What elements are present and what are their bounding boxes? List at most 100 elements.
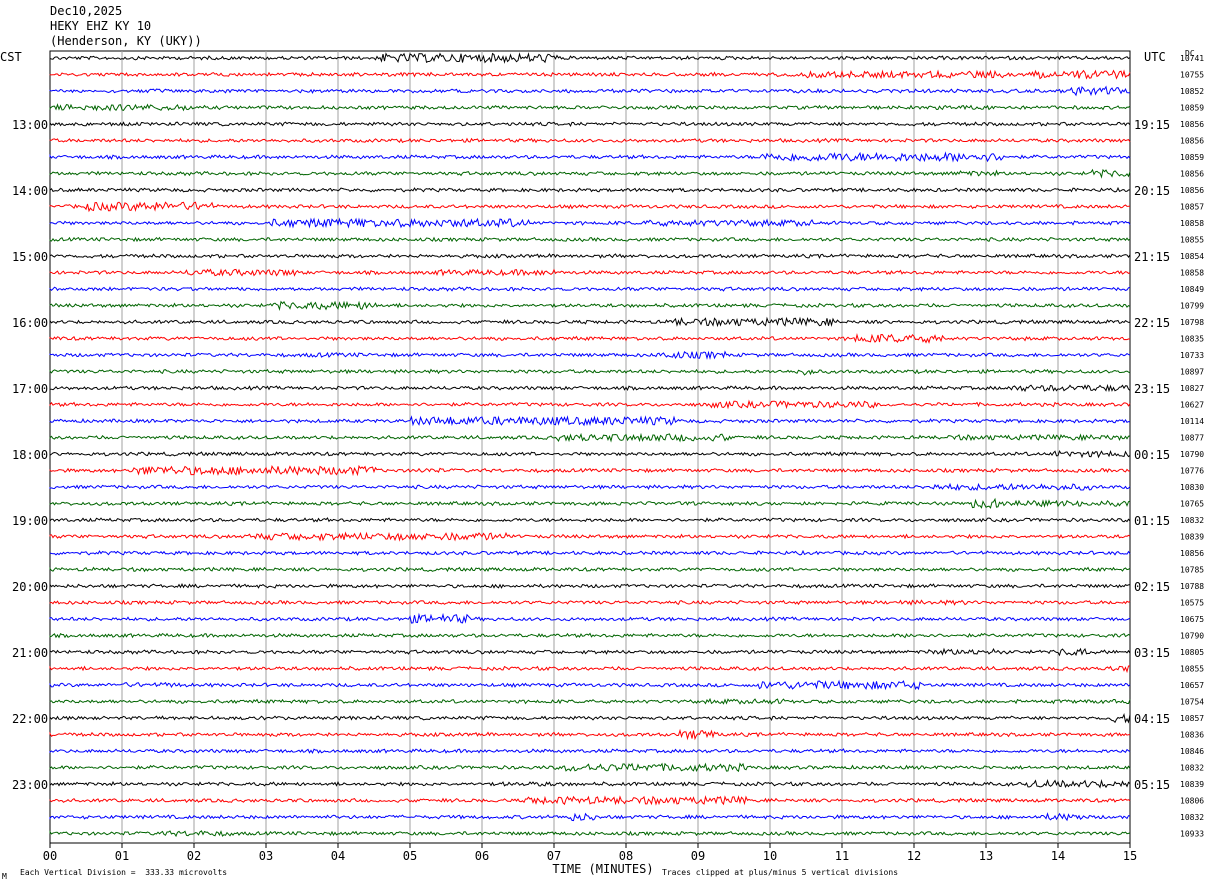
trace-dc-value: 10859 (1180, 153, 1204, 162)
trace-dc-value: 10856 (1180, 137, 1204, 146)
trace-row-37 (49, 647, 1131, 657)
trace-row-3 (49, 85, 1131, 97)
trace-row-25 (49, 449, 1131, 459)
trace-dc-value: 10835 (1180, 335, 1204, 344)
left-hour-label: 23:00 (12, 778, 48, 792)
trace-row-2 (49, 69, 1131, 80)
x-tick-label: 09 (691, 849, 705, 863)
right-hour-label: 19:15 (1134, 118, 1170, 132)
trace-row-22 (49, 399, 1131, 410)
trace-dc-value: 10788 (1180, 582, 1204, 591)
trace-dc-value: 10856 (1180, 549, 1204, 558)
trace-row-43 (49, 748, 1131, 755)
trace-row-32 (49, 566, 1131, 573)
trace-row-17 (49, 316, 1131, 328)
trace-row-40 (49, 697, 1131, 705)
x-tick-label: 05 (403, 849, 417, 863)
trace-row-33 (49, 583, 1131, 589)
trace-row-35 (49, 612, 1131, 624)
trace-row-44 (49, 762, 1131, 773)
left-hour-label: 21:00 (12, 646, 48, 660)
x-tick-label: 12 (907, 849, 921, 863)
x-tick-label: 13 (979, 849, 993, 863)
trace-dc-value: 10799 (1180, 302, 1204, 311)
trace-dc-value: 10856 (1180, 170, 1204, 179)
right-hour-label: 03:15 (1134, 646, 1170, 660)
left-hour-label: 19:00 (12, 514, 48, 528)
trace-row-4 (49, 103, 1131, 112)
trace-row-19 (49, 350, 1131, 360)
station-location: (Henderson, KY (UKY)) (50, 34, 202, 48)
x-tick-label: 07 (547, 849, 561, 863)
trace-row-18 (49, 333, 1131, 344)
left-hour-label: 17:00 (12, 382, 48, 396)
right-hour-label: 00:15 (1134, 448, 1170, 462)
trace-row-7 (49, 151, 1131, 163)
trace-row-42 (49, 728, 1131, 741)
trace-dc-value: 10798 (1180, 318, 1204, 327)
left-hour-label: 16:00 (12, 316, 48, 330)
x-tick-label: 00 (43, 849, 57, 863)
trace-row-5 (49, 121, 1131, 127)
left-hour-label: 18:00 (12, 448, 48, 462)
trace-dc-value: 10852 (1180, 87, 1204, 96)
trace-row-6 (49, 137, 1131, 144)
right-hour-label: 22:15 (1134, 316, 1170, 330)
x-tick-label: 14 (1051, 849, 1065, 863)
left-hour-label: 14:00 (12, 184, 48, 198)
trace-dc-value: 10657 (1180, 681, 1204, 690)
right-hour-label: 20:15 (1134, 184, 1170, 198)
trace-dc-value: 10933 (1180, 830, 1204, 839)
x-tick-label: 11 (835, 849, 849, 863)
x-axis-label: TIME (MINUTES) (552, 862, 653, 876)
trace-dc-value: 10855 (1180, 665, 1204, 674)
trace-dc-value: 10785 (1180, 566, 1204, 575)
trace-row-16 (49, 300, 1131, 312)
corner-mark: M (2, 872, 7, 881)
trace-dc-value: 10897 (1180, 368, 1204, 377)
right-hour-label: 05:15 (1134, 778, 1170, 792)
trace-dc-value: 10114 (1180, 417, 1204, 426)
trace-dc-value: 10858 (1180, 269, 1204, 278)
scale-note: Each Vertical Division = 333.33 microvol… (20, 868, 228, 877)
clip-note: Traces clipped at plus/minus 5 vertical … (662, 868, 899, 877)
dc-column-header: DC (1185, 49, 1195, 58)
trace-row-1 (49, 52, 1131, 64)
x-tick-label: 04 (331, 849, 345, 863)
left-hour-label: 13:00 (12, 118, 48, 132)
trace-row-11 (49, 217, 1131, 229)
trace-dc-value: 10832 (1180, 516, 1204, 525)
right-hour-label: 01:15 (1134, 514, 1170, 528)
trace-dc-value: 10790 (1180, 632, 1204, 641)
trace-dc-value: 10832 (1180, 764, 1204, 773)
plot-date: Dec10,2025 (50, 4, 123, 18)
trace-row-27 (49, 482, 1131, 491)
trace-dc-value: 10675 (1180, 615, 1204, 624)
trace-row-8 (49, 168, 1131, 179)
trace-dc-value: 10741 (1180, 54, 1204, 63)
trace-row-48 (49, 830, 1131, 838)
left-hour-label: 15:00 (12, 250, 48, 264)
trace-row-10 (49, 201, 1131, 213)
trace-row-9 (49, 186, 1131, 193)
trace-row-36 (49, 632, 1131, 639)
x-tick-label: 15 (1123, 849, 1137, 863)
trace-dc-value: 10627 (1180, 401, 1204, 410)
trace-dc-value: 10575 (1180, 599, 1204, 608)
trace-dc-value: 10805 (1180, 648, 1204, 657)
trace-row-26 (49, 464, 1131, 477)
left-timezone: CST (0, 50, 22, 64)
trace-dc-value: 10832 (1180, 813, 1204, 822)
trace-dc-value: 10790 (1180, 450, 1204, 459)
trace-row-45 (49, 778, 1131, 789)
trace-dc-value: 10857 (1180, 714, 1204, 723)
trace-row-13 (49, 253, 1131, 259)
trace-row-14 (49, 268, 1131, 277)
trace-row-38 (49, 665, 1130, 674)
trace-dc-value: 10830 (1180, 483, 1204, 492)
trace-dc-value: 10765 (1180, 500, 1204, 509)
x-tick-label: 03 (259, 849, 273, 863)
trace-dc-value: 10754 (1180, 698, 1204, 707)
trace-dc-value: 10858 (1180, 219, 1204, 228)
trace-dc-value: 10859 (1180, 104, 1204, 113)
